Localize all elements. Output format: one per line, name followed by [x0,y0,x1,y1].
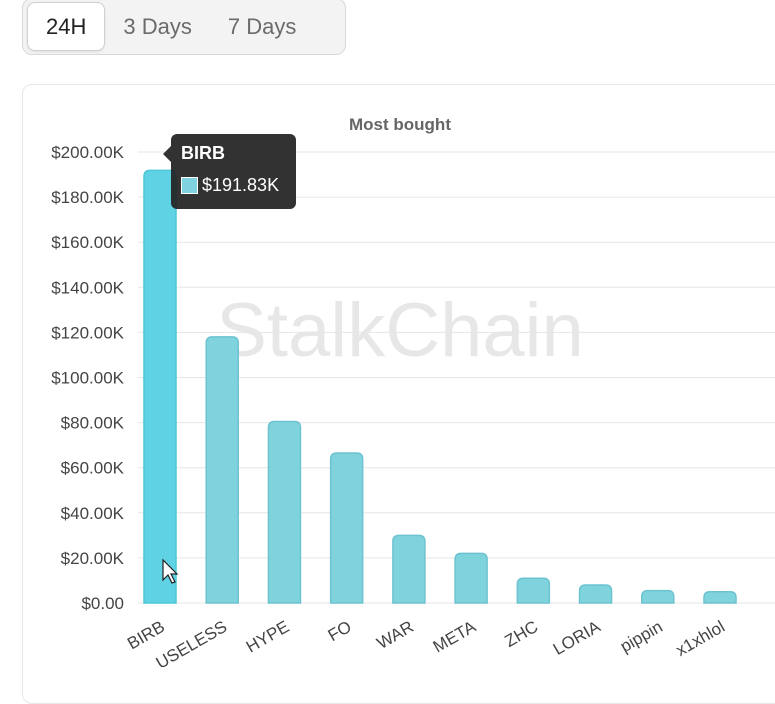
y-tick-label: $60.00K [61,459,125,478]
bar-pippin[interactable] [641,589,675,604]
x-tick-label: USELESS [153,617,230,673]
y-tick-label: $200.00K [51,143,124,162]
x-tick-label: LORIA [550,617,604,659]
x-tick-label: WAR [374,617,417,653]
y-tick-label: $0.00 [81,594,124,613]
bar-loria[interactable] [578,584,613,604]
chart-title: Most bought [349,115,451,134]
y-tick-label: $80.00K [61,414,125,433]
bar-birb[interactable] [143,169,177,604]
y-tick-label: $40.00K [61,504,125,523]
x-tick-label: x1xhlol [673,617,728,660]
y-tick-label: $140.00K [51,278,124,297]
y-tick-label: $100.00K [51,369,124,388]
x-tick-label: BIRB [124,617,168,653]
bar-x1xhlol[interactable] [703,590,737,604]
x-tick-label: pippin [617,617,666,656]
bar-useless[interactable] [205,336,239,604]
tab-7-days[interactable]: 7 Days [227,13,297,39]
mouse-cursor-icon [162,558,179,584]
range-tabs: 24H 3 Days 7 Days [22,0,346,55]
y-tick-label: $180.00K [51,188,124,207]
tooltip-title: BIRB [181,143,225,163]
x-tick-label: ZHC [502,617,542,651]
x-tick-label: FO [325,617,355,645]
y-tick-label: $20.00K [61,549,125,568]
x-tick-label: HYPE [243,617,293,657]
tab-3-days[interactable]: 3 Days [123,13,192,39]
x-tick-label: META [430,617,480,657]
bar-tooltip: BIRB $191.83K [163,134,296,209]
tooltip-swatch [181,177,198,194]
tooltip-value: $191.83K [202,175,280,195]
bar-war[interactable] [392,534,426,604]
y-tick-label: $120.00K [51,323,124,342]
bar-zhc[interactable] [516,577,551,604]
tab-24h[interactable]: 24H [27,2,106,51]
watermark: StalkChain [216,288,584,373]
y-tick-label: $160.00K [51,233,124,252]
bar-fo[interactable] [329,452,364,604]
bar-hype[interactable] [267,420,302,604]
bar-meta[interactable] [454,552,488,604]
bar-chart: StalkChain Most bought $0.00 $20.00K $40.0… [51,115,775,673]
